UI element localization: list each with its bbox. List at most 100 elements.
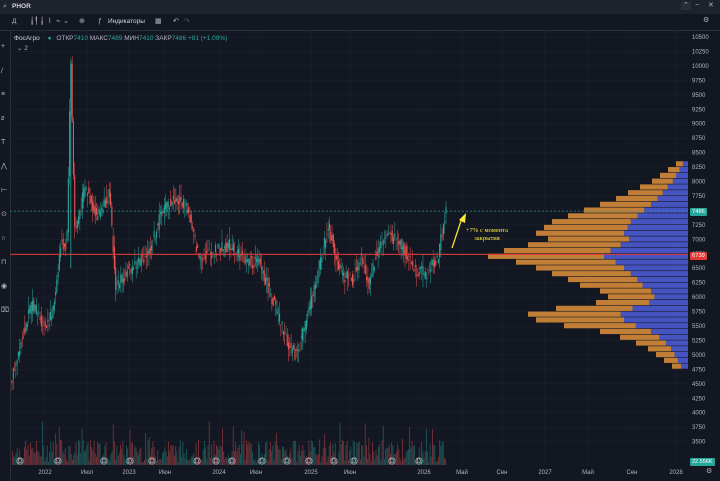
chevron-down-icon[interactable]: ⌄ xyxy=(63,18,69,25)
candle-body xyxy=(26,323,28,328)
profile-bar-sell xyxy=(556,305,633,311)
settings-icon[interactable]: ⚙ xyxy=(706,468,713,475)
volume-bar xyxy=(240,454,241,465)
volume-bar xyxy=(84,452,85,465)
candle-body xyxy=(185,202,187,207)
candle-body xyxy=(350,277,352,281)
volume-bar xyxy=(387,447,389,465)
undo-icon[interactable]: ↶ xyxy=(173,18,179,25)
volume-bar xyxy=(362,445,364,465)
candle-body xyxy=(307,314,309,316)
pattern-icon[interactable]: ⋀ xyxy=(1,163,7,170)
indicators-icon[interactable]: ƒ xyxy=(98,18,102,25)
volume-bar xyxy=(151,448,153,465)
candle-body xyxy=(346,271,348,280)
legend-collapse[interactable]: ⌄ 2 xyxy=(17,45,28,53)
volume-bar xyxy=(411,441,413,465)
candle-body xyxy=(248,259,250,267)
settings-icon[interactable]: ⚙ xyxy=(703,17,710,24)
bars-icon[interactable]: ╽ xyxy=(40,18,45,25)
chart-annotation[interactable]: +7% с момента закрытия xyxy=(466,227,508,243)
volume-bar xyxy=(192,456,193,465)
volume-bar xyxy=(273,459,275,465)
candle-body xyxy=(95,208,98,215)
volume-bar xyxy=(97,442,99,465)
chevron-up-icon[interactable]: ⌃ xyxy=(681,2,691,10)
dividend-event-marker xyxy=(415,457,423,465)
event-marker-label: D xyxy=(285,459,290,465)
dividend-event-marker xyxy=(305,457,313,465)
candle-body xyxy=(81,192,83,209)
candle-body xyxy=(312,294,314,296)
interval-button[interactable]: Д xyxy=(12,18,17,25)
layout-icon[interactable]: ▦ xyxy=(155,18,162,25)
volume-bar xyxy=(296,461,298,465)
candles-icon[interactable]: ╽╿ xyxy=(30,18,39,25)
add-icon[interactable]: ⊕ xyxy=(79,18,85,25)
profile-bar-buy xyxy=(637,276,688,283)
volume-bar xyxy=(291,458,293,465)
redo-icon[interactable]: ↷ xyxy=(184,18,190,25)
candle-body xyxy=(223,246,226,249)
candle-body xyxy=(72,121,75,175)
measure-icon[interactable]: ⊢ xyxy=(1,187,8,194)
candle-body xyxy=(75,226,77,229)
candle-body xyxy=(376,251,378,256)
time-tick-label: Сен xyxy=(497,470,508,476)
volume-bar xyxy=(36,440,37,465)
cursor-icon[interactable]: + xyxy=(1,43,6,50)
magnet-icon[interactable]: ∩ xyxy=(1,235,7,242)
volume-bar xyxy=(340,444,342,465)
candle-body xyxy=(209,252,211,254)
candle-body xyxy=(220,247,222,253)
search-icon[interactable]: ⌕ xyxy=(3,3,7,10)
candle-body xyxy=(22,337,25,339)
legend-close: 7486 xyxy=(171,35,187,42)
trend-line-icon[interactable]: / xyxy=(1,68,3,75)
volume-bar xyxy=(267,460,269,465)
volume-bar xyxy=(70,454,72,465)
candle-body xyxy=(277,311,279,313)
eye-icon[interactable]: ◉ xyxy=(1,283,8,290)
candle-body xyxy=(86,193,89,196)
candle-body xyxy=(282,331,284,335)
volume-bar xyxy=(266,440,268,465)
minus-icon[interactable]: − xyxy=(695,2,700,9)
price-tick-label: 5500 xyxy=(692,324,706,330)
candle-body xyxy=(53,301,55,311)
candle-body xyxy=(166,201,168,212)
close-icon[interactable]: ✕ xyxy=(708,2,714,9)
brush-icon[interactable]: ƨ xyxy=(1,115,5,122)
volume-bar xyxy=(175,446,177,465)
lock-icon[interactable]: ⊓ xyxy=(1,259,7,266)
candle-body xyxy=(444,221,446,223)
volume-bar xyxy=(38,452,40,465)
profile-bar-sell xyxy=(656,352,675,358)
fib-icon[interactable]: ≡ xyxy=(1,91,6,98)
candle-body xyxy=(364,264,366,275)
compare-icon[interactable]: ⌇ xyxy=(48,18,52,25)
volume-bar xyxy=(398,449,400,465)
volume-bar xyxy=(194,459,196,465)
volume-bar xyxy=(415,460,417,465)
candle-body xyxy=(367,277,369,283)
indicators-button[interactable]: Индикаторы xyxy=(108,18,145,25)
candle-body xyxy=(375,258,377,259)
candle-body xyxy=(253,264,255,268)
volume-bar xyxy=(114,441,115,465)
time-tick-label: 2023 xyxy=(122,470,136,476)
trash-icon[interactable]: ⌧ xyxy=(1,307,10,314)
volume-bar xyxy=(172,445,174,465)
text-icon[interactable]: T xyxy=(1,139,6,146)
symbol-search[interactable]: PHOR xyxy=(12,3,31,10)
area-icon[interactable]: ⌁ xyxy=(56,18,61,25)
volume-bar xyxy=(363,456,365,465)
volume-bar xyxy=(258,442,259,465)
candle-body xyxy=(230,249,232,250)
candle-body xyxy=(295,349,297,351)
profile-bar-buy xyxy=(635,323,688,329)
zoom-icon[interactable]: ⊙ xyxy=(1,211,7,218)
legend-high-label: МАКС xyxy=(89,35,108,42)
